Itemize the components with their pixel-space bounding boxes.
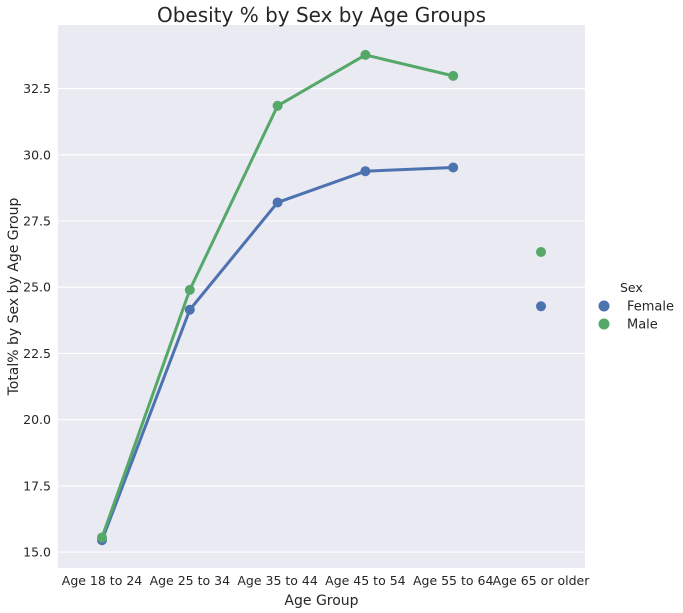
legend-label-female: Female	[627, 300, 674, 315]
y-tick-label: 17.5	[23, 478, 51, 493]
legend-item-female: Female	[598, 300, 674, 315]
x-axis-label: Age Group	[284, 593, 358, 609]
plot-background	[58, 25, 585, 568]
x-tick-label: Age 65 or older	[493, 573, 591, 588]
legend-item-male: Male	[598, 318, 658, 333]
data-point-male	[97, 532, 107, 543]
data-point-female	[272, 197, 283, 208]
x-tick-label: Age 35 to 44	[237, 573, 318, 588]
legend-title: Sex	[620, 280, 643, 295]
legend-marker-male	[598, 318, 610, 330]
series-female	[97, 162, 546, 546]
x-tick-label: Age 25 to 34	[150, 573, 231, 588]
data-point-female	[360, 166, 371, 177]
data-point-male	[272, 100, 283, 111]
chart-title: Obesity % by Sex by Age Groups	[157, 3, 486, 27]
x-tick-label: Age 45 to 54	[325, 573, 406, 588]
legend-label-male: Male	[627, 318, 658, 333]
y-tick-label: 22.5	[23, 346, 51, 361]
data-point-female	[536, 301, 546, 312]
series-layer	[97, 49, 546, 546]
data-point-male	[360, 49, 371, 60]
y-tick-label: 32.5	[23, 81, 51, 96]
y-tick-label: 15.0	[23, 545, 51, 560]
y-tick-label: 25.0	[23, 280, 51, 295]
legend-items: Female Male	[598, 300, 674, 333]
legend: Sex Female Male	[598, 280, 674, 333]
legend-marker-female	[598, 300, 610, 312]
y-tick-label: 30.0	[23, 147, 51, 162]
x-tick-label: Age 18 to 24	[62, 573, 143, 588]
y-tick-labels: 15.0 17.5 20.0 22.5 25.0 27.5 30.0 32.5	[23, 81, 51, 560]
x-tick-labels: Age 18 to 24 Age 25 to 34 Age 35 to 44 Age …	[62, 573, 590, 588]
data-point-male	[184, 284, 195, 295]
y-tick-label: 20.0	[23, 412, 51, 427]
gridlines	[58, 88, 585, 553]
data-point-male	[536, 247, 546, 258]
x-tick-label: Age 55 to 64	[413, 573, 494, 588]
y-tick-label: 27.5	[23, 214, 51, 229]
series-male	[97, 49, 546, 543]
data-point-male	[448, 70, 459, 81]
y-axis-label: Total% by Sex by Age Group	[6, 197, 22, 396]
data-point-female	[448, 162, 459, 173]
data-point-female	[184, 304, 195, 315]
